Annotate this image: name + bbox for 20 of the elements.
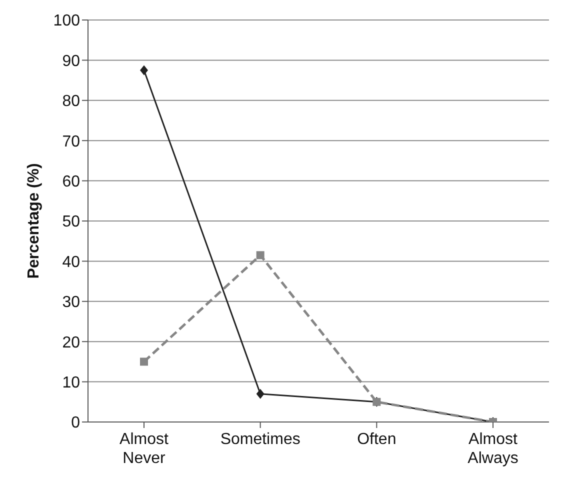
point [256, 251, 264, 260]
x-tick-label: Almost Always [468, 431, 518, 467]
x-tick-label: Almost Never [120, 431, 169, 467]
x-tick-label: Often [357, 431, 396, 448]
point [140, 358, 148, 366]
y-tick-label: 80 [62, 93, 80, 110]
y-tick-label: 10 [62, 374, 80, 392]
y-tick-label: 70 [62, 133, 80, 150]
y-tick-label: 100 [53, 12, 80, 30]
point [140, 65, 148, 76]
y-tick-label: 0 [71, 414, 80, 432]
x-tick-label: Sometimes [220, 431, 300, 448]
point [256, 388, 264, 399]
y-tick-label: 40 [62, 254, 80, 271]
y-tick-label: 90 [62, 52, 80, 70]
y-tick-label: 60 [62, 173, 80, 190]
y-tick-label: 30 [62, 294, 80, 312]
y-tick-label: 50 [62, 214, 80, 231]
y-axis-title: Percentage (%) [26, 163, 43, 279]
y-tick-label: 20 [62, 334, 80, 352]
